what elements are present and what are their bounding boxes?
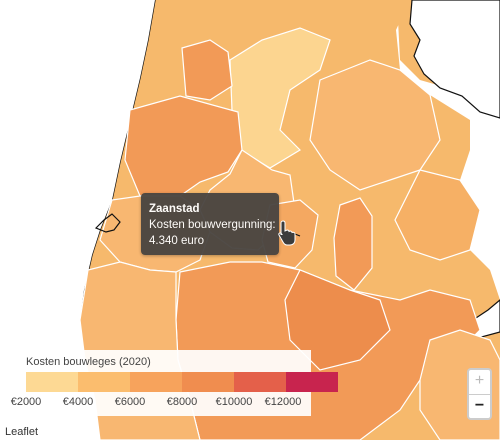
north-sea [0, 0, 155, 440]
legend-tick: €12000 [264, 396, 302, 408]
zoom-in-button[interactable]: + [469, 370, 490, 395]
tooltip-cost-value: 4.340 euro [149, 235, 204, 247]
legend-tick: €6000 [114, 396, 146, 408]
legend-tick: €8000 [166, 396, 198, 408]
region-west-dark[interactable] [124, 95, 243, 197]
zoom-out-button[interactable]: − [474, 397, 485, 414]
legend-tick: €10000 [215, 396, 253, 408]
attribution-link[interactable]: Leaflet [0, 424, 51, 440]
region-far-east[interactable] [394, 169, 481, 261]
municipality-tooltip: Zaanstad Kosten bouwvergunning: 4.340 eu… [141, 193, 279, 255]
legend-swatch-1 [26, 372, 78, 392]
legend-swatch-6 [286, 372, 338, 392]
legend-swatch-4 [182, 372, 234, 392]
hand-pointer-icon [278, 220, 296, 246]
legend-swatch-3 [130, 372, 182, 392]
legend-color-scale [26, 372, 338, 392]
legend-title: Kosten bouwleges (2020) [26, 356, 151, 368]
legend-swatch-5 [234, 372, 286, 392]
legend-tick: €4000 [62, 396, 94, 408]
map-legend: Kosten bouwleges (2020) €2000 €4000 €600… [0, 350, 338, 416]
region-east-strip[interactable] [333, 197, 373, 291]
tooltip-municipality-name: Zaanstad [149, 203, 200, 215]
region-south-center-dark[interactable] [284, 269, 391, 371]
legend-tick: €2000 [10, 396, 42, 408]
region-northwest-dark[interactable] [181, 39, 233, 101]
zoom-control: + − [467, 368, 492, 420]
tooltip-cost-label: Kosten bouwvergunning: [149, 219, 276, 231]
ijsselmeer-water [409, 0, 500, 119]
legend-swatch-2 [78, 372, 130, 392]
